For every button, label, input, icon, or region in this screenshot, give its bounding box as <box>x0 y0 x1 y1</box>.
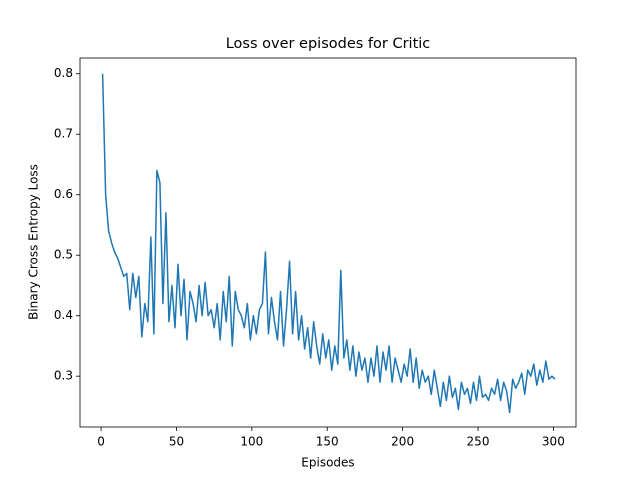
x-tick-label: 150 <box>316 435 339 449</box>
plot-frame <box>79 57 577 428</box>
x-tick-label: 0 <box>97 435 105 449</box>
y-tick-label: 0.3 <box>54 369 73 383</box>
x-axis-label: Episodes <box>301 456 354 470</box>
y-tick-label: 0.5 <box>54 248 73 262</box>
y-tick-label: 0.7 <box>54 127 73 141</box>
x-tick-label: 100 <box>240 435 263 449</box>
y-tick-label: 0.4 <box>54 308 73 322</box>
x-tick-label: 300 <box>542 435 565 449</box>
x-tick-label: 200 <box>391 435 414 449</box>
line <box>101 73 556 414</box>
chart-title: Loss over episodes for Critic <box>226 36 431 52</box>
y-axis-label: Binary Cross Entropy Loss <box>27 164 41 320</box>
y-tick-label: 0.6 <box>54 187 73 201</box>
y-tick-label: 0.8 <box>54 66 73 80</box>
x-tick-label: 50 <box>169 435 184 449</box>
x-tick-label: 250 <box>467 435 490 449</box>
